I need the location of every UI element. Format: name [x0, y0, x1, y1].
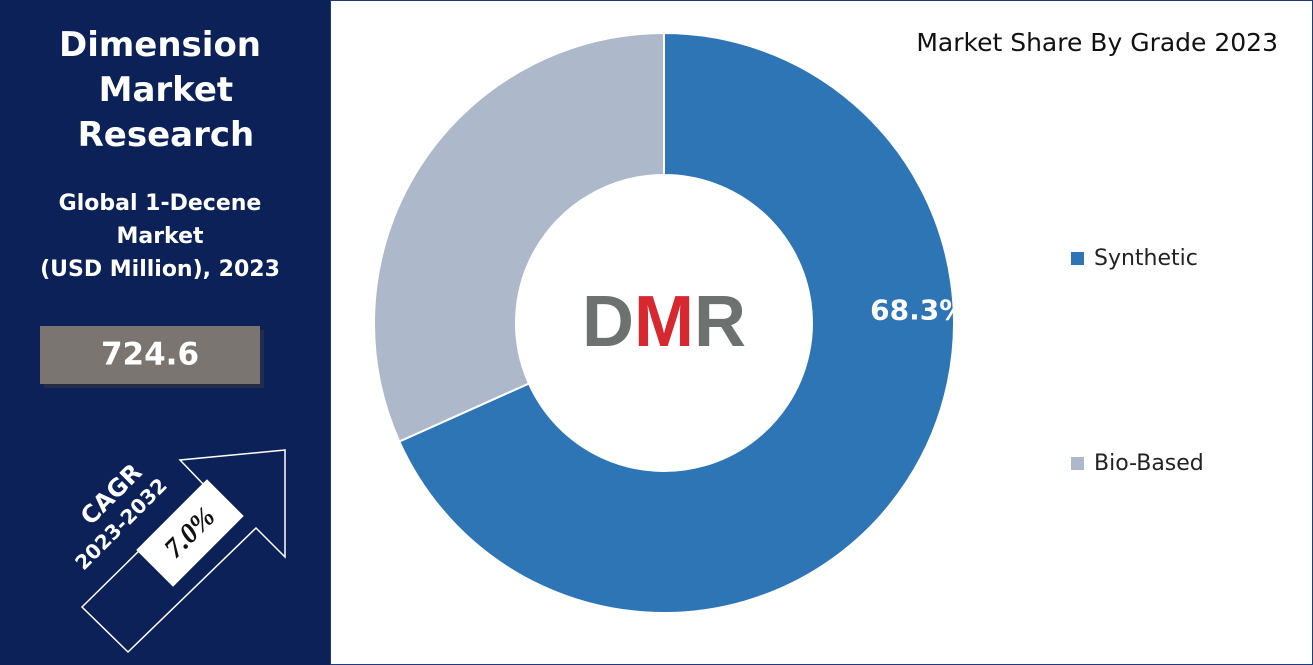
panel-title: Global 1-Decene	[59, 191, 262, 216]
cagr-arrow	[80, 449, 286, 654]
value-box	[40, 326, 260, 384]
logo: DMR	[582, 282, 746, 362]
panel-title: Market	[116, 224, 204, 249]
legend-swatch	[1071, 457, 1084, 470]
cagr-box	[136, 479, 244, 587]
donut-slice	[373, 31, 665, 443]
donut-slice	[397, 31, 955, 614]
legend-label: Synthetic	[1094, 246, 1198, 271]
panel-title: (USD Million), 2023	[40, 257, 280, 282]
brand: Dimension Market Research	[59, 25, 261, 155]
market-size: 724.6	[101, 337, 199, 373]
legend-label: Bio-Based	[1094, 451, 1204, 476]
chart-title: Market Share By Grade 2023	[916, 28, 1278, 57]
value-label: 68.3%	[870, 294, 967, 327]
legend-swatch	[1071, 252, 1084, 265]
